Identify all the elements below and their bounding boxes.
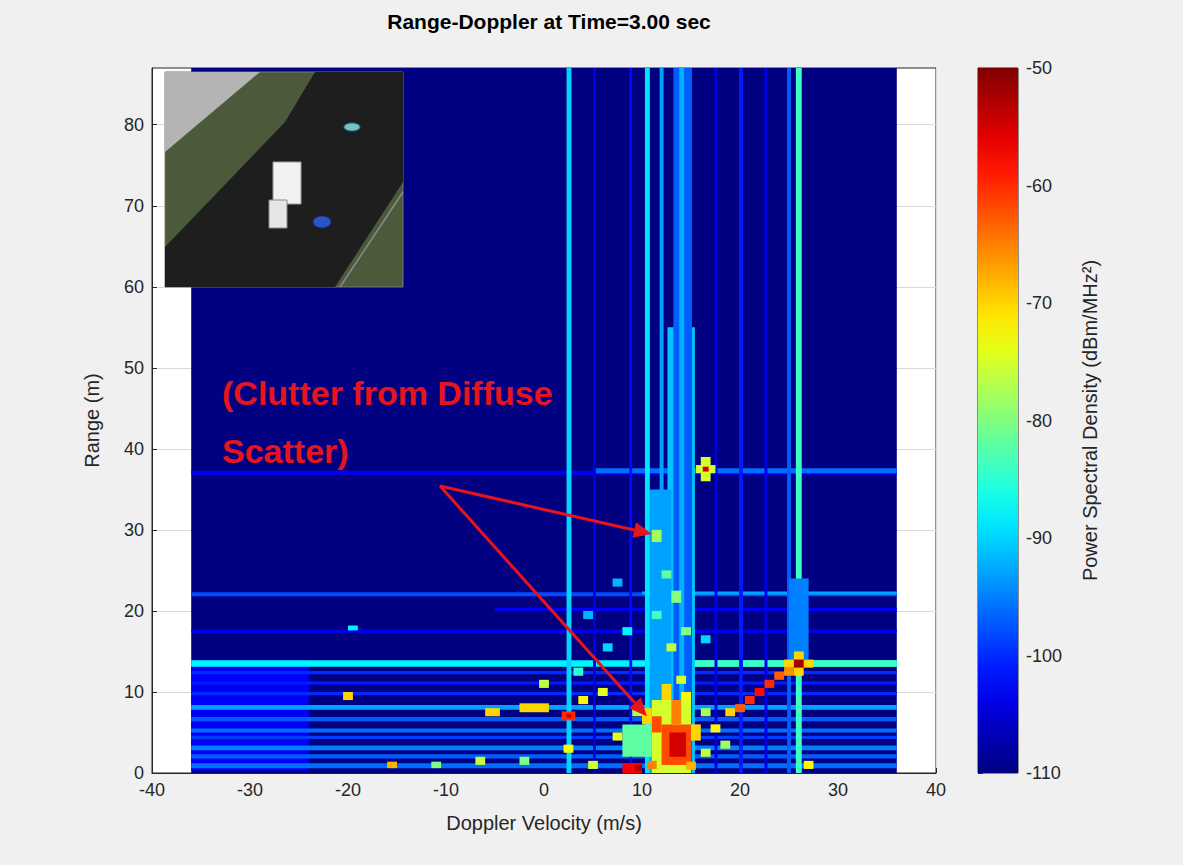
svg-text:-10: -10 — [433, 780, 459, 800]
svg-text:-110: -110 — [1026, 763, 1061, 783]
svg-text:Range-Doppler at Time=3.00 sec: Range-Doppler at Time=3.00 sec — [387, 10, 711, 33]
svg-text:Doppler Velocity (m/s): Doppler Velocity (m/s) — [446, 812, 642, 834]
svg-text:0: 0 — [134, 763, 144, 783]
svg-text:20: 20 — [730, 780, 750, 800]
svg-text:(Clutter from Diffuse: (Clutter from Diffuse — [222, 374, 562, 412]
svg-text:Power Spectral Density (dBm/MH: Power Spectral Density (dBm/MHz²) — [1079, 260, 1101, 581]
svg-text:10: 10 — [124, 682, 144, 702]
svg-text:-20: -20 — [335, 780, 361, 800]
svg-text:-70: -70 — [1026, 293, 1052, 313]
svg-text:10: 10 — [632, 780, 652, 800]
svg-text:-50: -50 — [1026, 58, 1052, 78]
svg-text:-80: -80 — [1026, 411, 1052, 431]
svg-text:0: 0 — [539, 780, 549, 800]
svg-text:40: 40 — [124, 439, 144, 459]
svg-text:30: 30 — [828, 780, 848, 800]
svg-text:60: 60 — [124, 277, 144, 297]
svg-text:-90: -90 — [1026, 528, 1052, 548]
svg-text:-30: -30 — [237, 780, 263, 800]
svg-text:-40: -40 — [139, 780, 165, 800]
svg-text:50: 50 — [124, 358, 144, 378]
svg-text:30: 30 — [124, 520, 144, 540]
svg-text:70: 70 — [124, 196, 144, 216]
svg-text:80: 80 — [124, 115, 144, 135]
svg-text:Scatter): Scatter) — [222, 432, 349, 470]
svg-text:-60: -60 — [1026, 176, 1052, 196]
svg-text:-100: -100 — [1026, 646, 1062, 666]
svg-text:20: 20 — [124, 601, 144, 621]
svg-text:40: 40 — [926, 780, 946, 800]
svg-text:Range (m): Range (m) — [81, 373, 103, 467]
